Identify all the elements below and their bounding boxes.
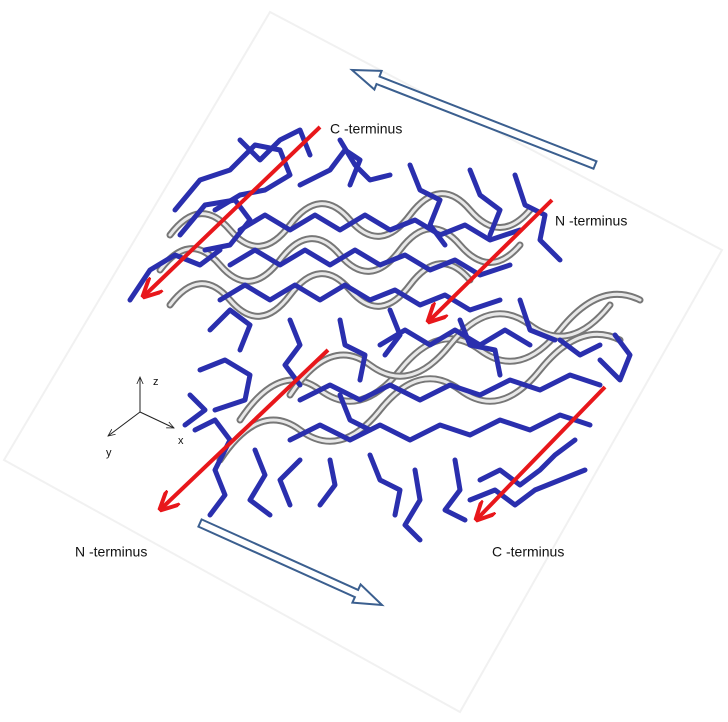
terminus-label: N -terminus [75,544,147,560]
strand-arrow [145,127,320,295]
direction-arrow [198,519,382,605]
axis-label: y [106,447,112,459]
terminus-label: C -terminus [330,121,402,137]
axis-label: z [153,376,159,388]
molecule [130,130,640,540]
axis-line [108,412,140,436]
terminus-label: N -terminus [555,213,627,229]
terminus-label: C -terminus [492,544,564,560]
direction-arrow [352,70,597,169]
strand-arrow [478,387,605,518]
axis-label: x [178,435,184,447]
axis-line [140,412,174,428]
diagram: z x y C -terminus N -terminus N -terminu… [0,0,728,722]
axis-triad: z x y [106,376,184,459]
